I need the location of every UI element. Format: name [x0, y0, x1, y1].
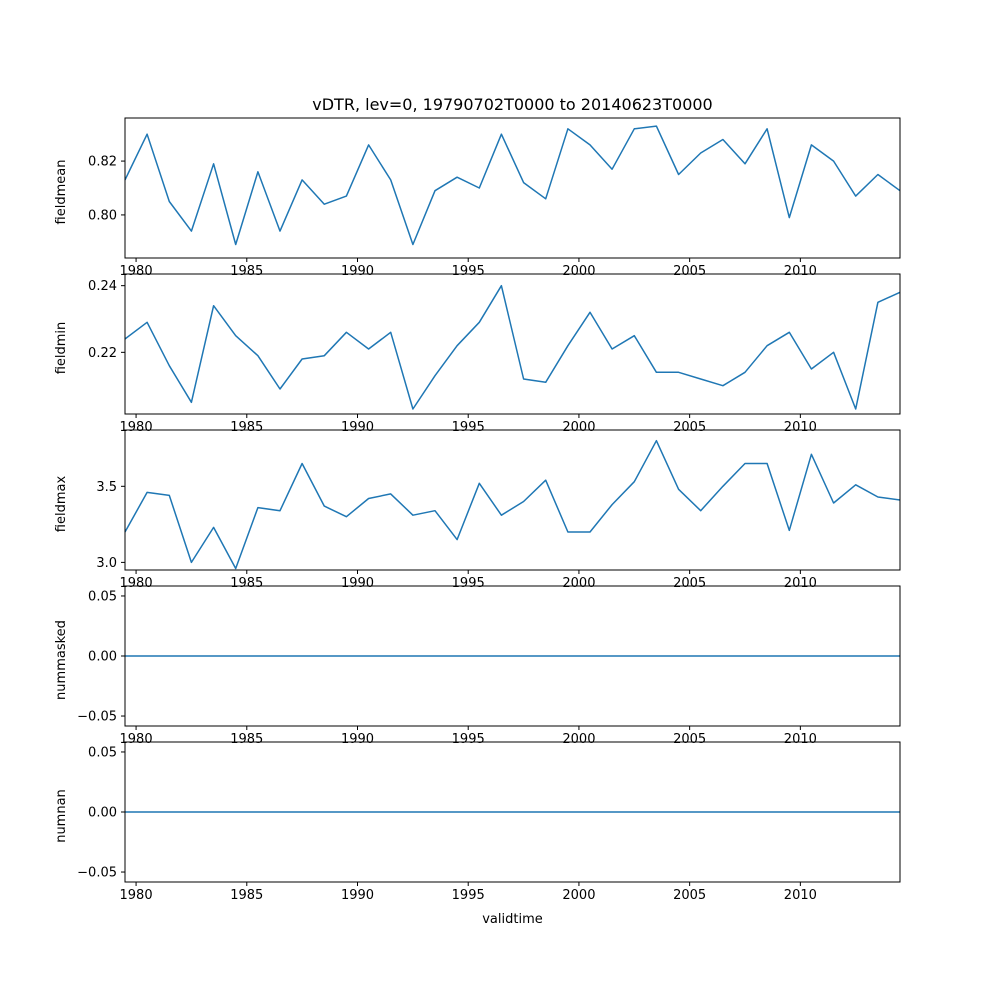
y-tick-label: 0.00: [88, 650, 117, 665]
x-tick-label: 1990: [341, 576, 374, 591]
x-tick-label: 2000: [562, 732, 595, 747]
x-tick-label: 2010: [784, 420, 817, 435]
y-tick-label: −0.05: [77, 866, 117, 881]
y-tick-label: 0.24: [88, 279, 117, 294]
y-tick-label: 0.05: [88, 745, 117, 760]
y-axis-label-fieldmax: fieldmax: [54, 476, 69, 533]
x-tick-label: 1985: [230, 420, 263, 435]
y-axis-label-fieldmin: fieldmin: [54, 322, 69, 375]
axes-border-fieldmin: [124, 273, 901, 415]
x-tick-label: 2010: [784, 576, 817, 591]
x-tick-label: 1980: [120, 732, 153, 747]
x-tick-label: 1995: [452, 732, 485, 747]
x-tick-label: 1985: [230, 732, 263, 747]
y-tick-label: 0.22: [88, 346, 117, 361]
plot-line-fieldmax: [124, 439, 901, 570]
x-tick-label: 2005: [673, 576, 706, 591]
x-tick-label: 2000: [562, 264, 595, 279]
x-tick-label: 2005: [673, 888, 706, 903]
x-tick-label: 1980: [120, 264, 153, 279]
plot-line-fieldmin: [124, 284, 901, 410]
x-tick-label: 1990: [341, 888, 374, 903]
y-tick-label: 0.00: [88, 806, 117, 821]
x-tick-label: 2000: [562, 420, 595, 435]
y-axis-label-numnan: numnan: [54, 789, 69, 843]
x-tick-label: 1995: [452, 888, 485, 903]
x-tick-label: 1990: [341, 420, 374, 435]
x-tick-label: 1995: [452, 576, 485, 591]
x-tick-label: 1990: [341, 264, 374, 279]
x-tick-label: 2010: [784, 888, 817, 903]
x-tick-label: 1990: [341, 732, 374, 747]
x-tick-label: 2010: [784, 264, 817, 279]
x-tick-label: 2010: [784, 732, 817, 747]
x-tick-label: 2000: [562, 576, 595, 591]
axes-border-fieldmax: [124, 429, 901, 571]
chart-title: vDTR, lev=0, 19790702T0000 to 20140623T0…: [312, 95, 713, 114]
x-tick-label: 1980: [120, 576, 153, 591]
x-tick-label: 1985: [230, 888, 263, 903]
x-tick-label: 1980: [120, 420, 153, 435]
y-tick-label: 0.80: [88, 208, 117, 223]
x-tick-label: 1995: [452, 420, 485, 435]
x-tick-label: 1980: [120, 888, 153, 903]
axes-border-fieldmean: [124, 117, 901, 259]
y-tick-label: 3.0: [96, 556, 117, 571]
y-axis-label-fieldmean: fieldmean: [54, 160, 69, 225]
x-tick-label: 1985: [230, 576, 263, 591]
x-tick-label: 2005: [673, 264, 706, 279]
y-tick-label: 0.05: [88, 589, 117, 604]
y-axis-label-nummasked: nummasked: [54, 620, 69, 700]
y-tick-label: 3.5: [96, 480, 117, 495]
x-tick-label: 2005: [673, 732, 706, 747]
x-tick-label: 2000: [562, 888, 595, 903]
x-axis-label: validtime: [482, 912, 543, 927]
x-tick-label: 1995: [452, 264, 485, 279]
x-tick-label: 2005: [673, 420, 706, 435]
y-tick-label: −0.05: [77, 710, 117, 725]
plot-line-fieldmean: [124, 125, 901, 246]
y-tick-label: 0.82: [88, 155, 117, 170]
x-tick-label: 1985: [230, 264, 263, 279]
